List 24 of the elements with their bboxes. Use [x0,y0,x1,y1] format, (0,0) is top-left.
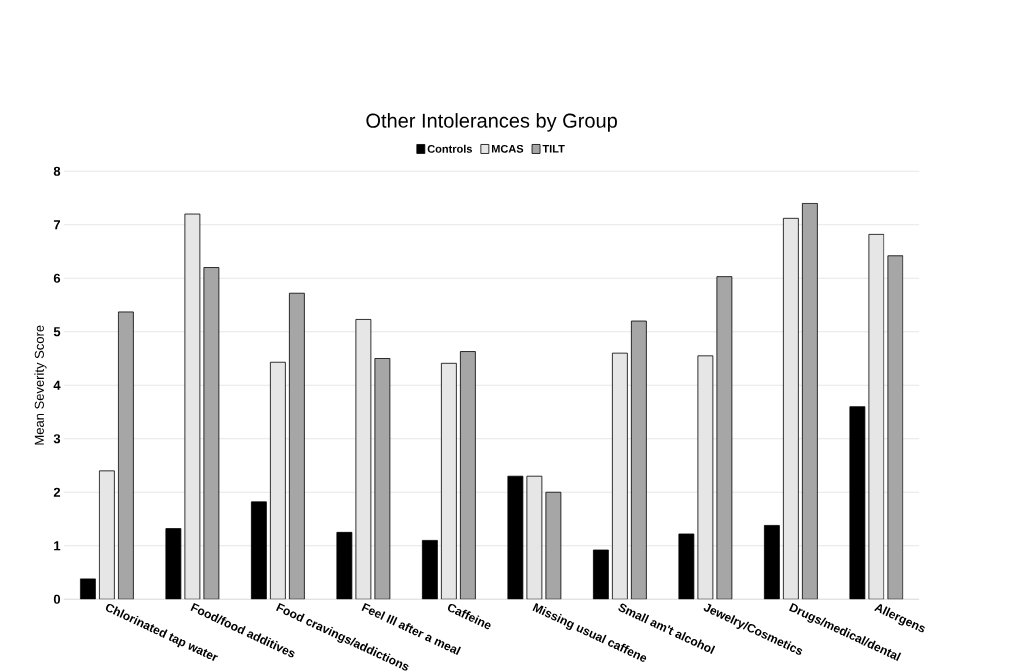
legend-label: Controls [427,144,472,153]
y-tick-label: 1 [54,541,61,551]
bar [801,202,818,600]
y-axis-title: Mean Severity Score [34,325,47,445]
bar [630,320,647,600]
y-tick-label: 3 [53,434,61,444]
y-tick-label: 0 [53,594,61,604]
legend-label: TILT [542,144,565,153]
bar [288,292,305,600]
y-tick-label: 6 [53,273,61,283]
bar [887,255,904,600]
chart-title: Other Intolerances by Group [366,113,617,132]
y-tick-label: 5 [53,327,61,337]
bar [374,358,391,600]
y-tick-label: 4 [53,380,61,390]
y-tick-label: 8 [53,166,61,176]
bar [716,276,733,600]
y-tick-label: 2 [53,487,61,497]
legend-label: MCAS [491,144,524,153]
bar [117,311,134,600]
bar [545,491,562,600]
bar [459,351,476,600]
bar [203,267,220,600]
y-tick-label: 7 [53,220,61,230]
